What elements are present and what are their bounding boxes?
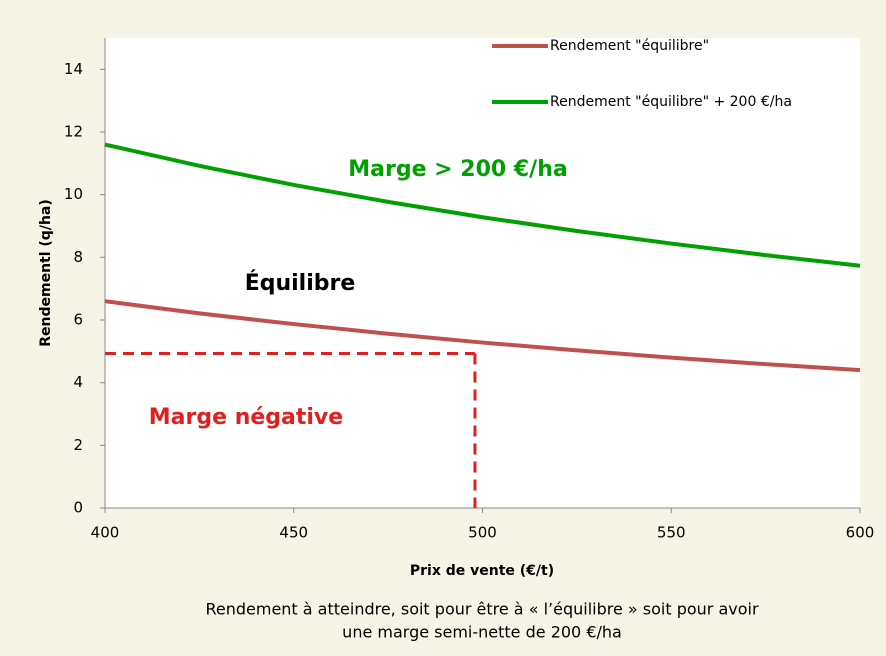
y-tick-label: 2: [73, 436, 83, 454]
annotation: Marge > 200 €/ha: [348, 157, 567, 182]
y-tick-label: 4: [73, 373, 83, 391]
legend-label: Rendement "équilibre" + 200 €/ha: [550, 94, 792, 110]
y-tick-label: 10: [64, 185, 83, 203]
y-tick-label: 6: [73, 311, 83, 329]
legend-label: Rendement "équilibre": [550, 38, 709, 54]
series-line: [104, 299, 861, 373]
annotation: Marge négative: [149, 405, 343, 430]
x-tick-label: 450: [279, 524, 308, 542]
x-tick-label: 400: [91, 524, 120, 542]
y-tick-label: 14: [64, 60, 83, 78]
plot-area: [105, 38, 860, 508]
x-tick-label: 550: [657, 524, 686, 542]
x-tick-label: 500: [468, 524, 497, 542]
series-line: [104, 142, 861, 268]
y-tick-label: 12: [64, 123, 83, 141]
caption: Rendement à atteindre, soit pour être à …: [205, 600, 758, 619]
x-axis-label: Prix de vente (€/t): [410, 563, 554, 579]
y-tick-label: 0: [73, 499, 83, 517]
x-tick-label: 600: [846, 524, 875, 542]
y-tick-label: 8: [73, 248, 83, 266]
annotation: Équilibre: [245, 270, 356, 296]
y-axis-label: Rendementl (q/ha): [38, 199, 54, 347]
caption: une marge semi-nette de 200 €/ha: [342, 623, 622, 642]
